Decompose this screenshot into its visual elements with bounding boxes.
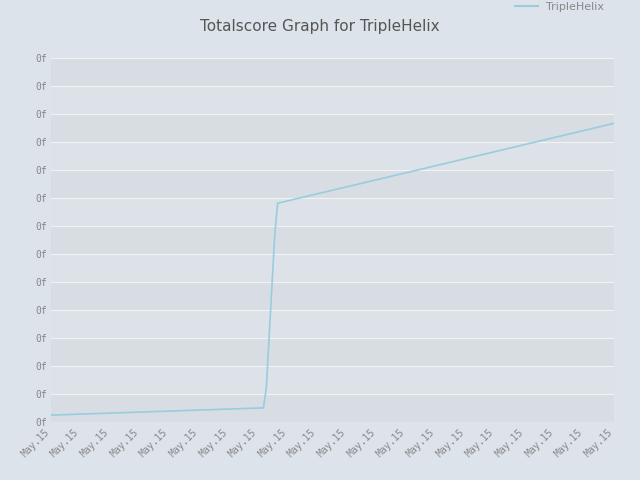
- TripleHelix: [197, 407, 205, 413]
- TripleHelix: [582, 127, 590, 133]
- Legend: TripleHelix: TripleHelix: [511, 0, 609, 16]
- Bar: [51, 114, 614, 142]
- TripleHelix: [611, 120, 618, 126]
- Bar: [51, 395, 614, 422]
- Bar: [51, 282, 614, 310]
- Bar: [51, 198, 614, 226]
- Text: Totalscore Graph for TripleHelix: Totalscore Graph for TripleHelix: [200, 19, 440, 34]
- Bar: [51, 142, 614, 170]
- Bar: [51, 170, 614, 198]
- Bar: [51, 338, 614, 366]
- Bar: [51, 58, 614, 85]
- TripleHelix: [47, 412, 55, 418]
- Bar: [51, 310, 614, 338]
- Bar: [51, 366, 614, 395]
- Bar: [51, 254, 614, 282]
- Bar: [51, 85, 614, 114]
- TripleHelix: [70, 411, 77, 417]
- TripleHelix: [81, 411, 89, 417]
- Line: TripleHelix: TripleHelix: [51, 123, 614, 415]
- TripleHelix: [152, 408, 160, 414]
- Bar: [51, 226, 614, 254]
- TripleHelix: [563, 132, 570, 138]
